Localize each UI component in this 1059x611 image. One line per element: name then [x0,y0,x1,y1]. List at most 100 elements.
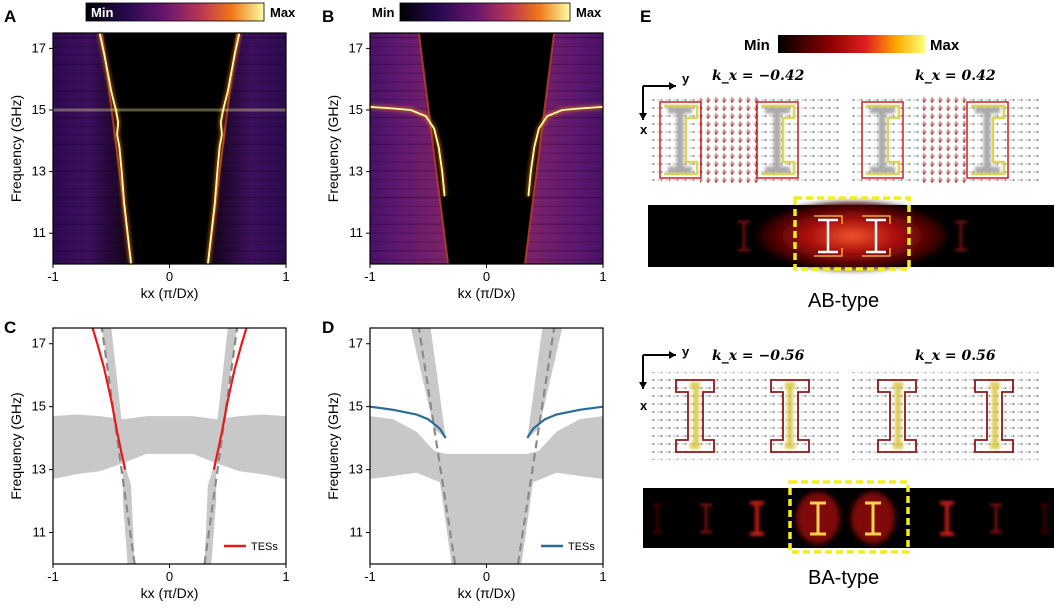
lower-band-left-C [122,466,135,564]
legend-label-D: TESs [568,541,595,553]
ba-highlight-box [788,480,910,554]
light-line-right-C [203,328,239,564]
ab-left-resonators [668,106,790,174]
tes-curve-D-0 [526,405,603,439]
colorbar-b: Min Max [372,2,602,22]
colorbar-a-gradient [85,2,265,22]
band-edge-streak-a [53,108,286,112]
panel-label-e: E [640,7,651,26]
y-tick-label-B: 17 [349,40,363,55]
tes-curve-A-0 [207,32,241,265]
colorbar-a-min: Min [91,5,113,20]
y-tick-label-D: 13 [349,462,363,477]
x-tick-label-D: 1 [599,569,606,584]
colorbar-b-max: Max [576,5,602,20]
ba-field-right [852,372,1040,460]
ba-axes-indicator: y x [639,344,690,413]
panel-e: Min Max y x k_x = −0.42 k_x = 0.42 [639,35,1054,589]
light-cone-region-A [101,33,238,264]
ab-kx-right: k_x = 0.42 [915,68,996,84]
y-tick-label-C: 11 [33,525,47,540]
colorbar-a-max: Max [270,5,296,20]
y-tick-label-B: 11 [350,225,364,240]
y-tick-label-D: 17 [349,336,363,351]
ba-type-label: BA-type [808,567,879,589]
x-axis-label-B: kx (π/Dx) [458,285,516,301]
ab-axis-y-label: y [682,71,690,86]
light-line-left-D [417,328,457,564]
ba-field-strip [643,480,1054,554]
colorbar-b-gradient [399,2,571,22]
tes-curve-D-1 [370,405,447,439]
x-tick-label-B: -1 [364,269,376,284]
plot-content-C [53,328,286,564]
x-tick-label-D: -1 [364,569,376,584]
tes-curve-B-0 [527,106,604,197]
x-tick-label-B: 0 [483,269,490,284]
ba-kx-right: k_x = 0.56 [915,348,996,364]
panel-label-d: D [322,318,334,337]
panel-label-a: A [4,7,16,26]
y-tick-label-D: 15 [349,399,363,414]
y-tick-label-A: 13 [32,164,46,179]
colorbar-a: Min Max [85,2,296,22]
y-axis-label-A: Frequency (GHz) [8,95,24,202]
panel-label-b: B [322,7,334,26]
y-axis-label-B: Frequency (GHz) [325,95,341,202]
y-tick-label-A: 15 [32,102,46,117]
ba-axis-x-label: x [640,398,648,413]
upper-band-right-C [216,328,238,432]
ab-field-right [852,95,1040,185]
y-tick-label-C: 15 [32,399,46,414]
tes-curve-A-1 [98,32,132,265]
colorbar-e-max: Max [930,37,960,54]
light-line-left-C [100,328,136,564]
ab-axis-x-label: x [640,122,648,137]
ab-field-left [651,95,839,185]
legend-label-C: TESs [251,541,278,553]
lower-band-right-C [204,466,217,564]
tes-curve-C-0 [212,328,248,470]
ba-axis-y-label: y [682,344,690,359]
x-axis-label-A: kx (π/Dx) [141,285,199,301]
x-axis-label-D: kx (π/Dx) [458,585,516,601]
x-tick-label-B: 1 [599,269,606,284]
x-tick-label-A: 0 [166,269,173,284]
colorbar-e-gradient [778,35,925,53]
ab-axes-indicator: y x [639,71,690,137]
ba-strip-resonators [652,492,1050,544]
ba-kx-left: k_x = −0.56 [712,348,805,364]
y-tick-label-A: 17 [32,40,46,55]
y-tick-label-D: 11 [350,525,364,540]
light-line-right-D [516,328,556,564]
panel-label-c: C [4,318,16,337]
light-line-glow-right-B [523,32,556,265]
y-tick-label-B: 13 [349,164,363,179]
ba-field-left [651,372,839,460]
colorbar-b-min: Min [372,5,394,20]
ab-kx-left: k_x = −0.42 [712,68,805,84]
x-tick-label-A: 1 [282,269,289,284]
y-axis-label-C: Frequency (GHz) [8,392,24,499]
y-tick-label-A: 11 [33,225,47,240]
x-tick-label-C: -1 [47,569,59,584]
x-tick-label-C: 1 [282,569,289,584]
y-tick-label-C: 13 [32,462,46,477]
bulk-band-left-D [370,416,487,564]
light-line-glow-left-B [417,32,450,265]
colorbar-e-min: Min [744,37,770,54]
y-tick-label-C: 17 [32,336,46,351]
y-tick-label-B: 15 [349,102,363,117]
ab-field-strip [648,196,1054,271]
bulk-band-right-D [486,416,603,564]
ab-highlight-box [793,196,911,271]
x-axis-label-C: kx (π/Dx) [141,585,199,601]
y-axis-label-D: Frequency (GHz) [325,392,341,499]
ab-type-label: AB-type [808,290,879,312]
tes-curve-C-1 [91,328,127,470]
